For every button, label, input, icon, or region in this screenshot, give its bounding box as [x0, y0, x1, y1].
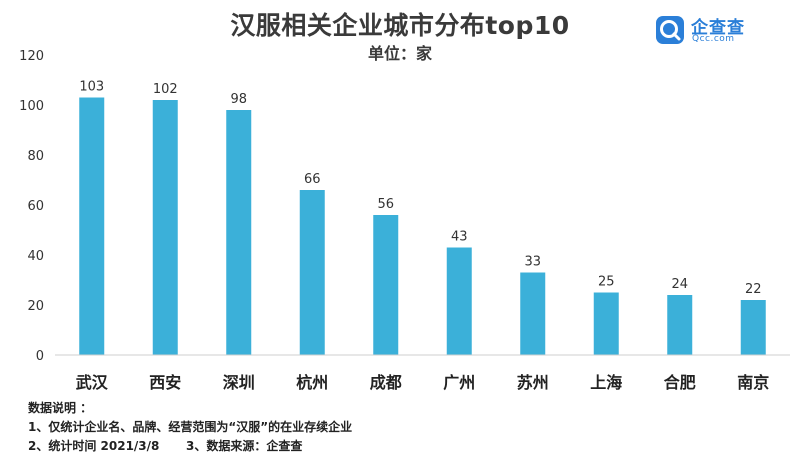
bar-9: [667, 295, 693, 355]
data-label: 56: [377, 197, 394, 212]
x-tick-label: 武汉: [76, 373, 109, 392]
x-tick-label: 苏州: [517, 373, 549, 392]
bar-5: [373, 215, 399, 355]
data-label: 102: [153, 82, 178, 97]
y-tick-label: 100: [19, 99, 44, 114]
bar-7: [520, 272, 546, 355]
value-labels: 103 102 98 66 56 43 33 25 24 22: [79, 80, 761, 298]
bar-10: [740, 300, 766, 355]
data-label: 22: [745, 282, 762, 297]
qcc-logo-icon: [656, 16, 684, 44]
y-tick-label: 40: [27, 249, 44, 264]
x-tick-label: 合肥: [664, 373, 696, 392]
x-tick-label: 上海: [590, 373, 622, 392]
data-label: 98: [230, 92, 247, 107]
y-tick-label: 80: [27, 149, 44, 164]
data-label: 66: [304, 172, 321, 187]
logo-domain: Qcc.com: [692, 34, 735, 44]
bars: [79, 97, 766, 355]
bar-8: [593, 292, 619, 355]
y-tick-label: 120: [19, 49, 44, 64]
y-tick-label: 20: [27, 299, 44, 314]
logo-brand: 企查查: [691, 18, 745, 38]
bar-4: [299, 190, 325, 355]
bar-6: [446, 247, 472, 355]
bar-1: [79, 97, 105, 355]
data-label: 24: [671, 277, 688, 292]
data-label: 43: [451, 230, 468, 245]
bar-3: [226, 110, 252, 355]
qcc-logo: 企查查 Qcc.com: [655, 12, 795, 48]
x-tick-label: 西安: [149, 373, 181, 392]
data-label: 25: [598, 275, 615, 290]
chart-title: 汉服相关企业城市分布top10: [230, 11, 570, 40]
y-tick-label: 0: [36, 349, 44, 364]
x-axis: 武汉 西安 深圳 杭州 成都 广州 苏州 上海 合肥 南京: [55, 354, 790, 392]
x-tick-label: 广州: [443, 373, 475, 392]
note-line-1: 1、仅统计企业名、品牌、经营范围为“汉服”的在业存续企业: [28, 420, 353, 434]
data-label: 33: [524, 255, 541, 270]
bar-2: [152, 100, 178, 355]
x-tick-label: 杭州: [296, 373, 328, 392]
y-axis: 0 20 40 60 80 100 120: [19, 49, 44, 364]
y-tick-label: 60: [27, 199, 44, 214]
x-tick-label: 深圳: [223, 373, 255, 392]
note-line-3: 3、数据来源：企查查: [186, 439, 303, 453]
notes-heading: 数据说明 ：: [28, 401, 93, 415]
data-label: 103: [79, 80, 104, 95]
x-tick-label: 成都: [370, 373, 402, 392]
note-line-2: 2、统计时间 2021/3/8: [28, 439, 160, 453]
x-tick-label: 南京: [737, 373, 769, 392]
chart-subtitle: 单位：家: [367, 44, 432, 63]
